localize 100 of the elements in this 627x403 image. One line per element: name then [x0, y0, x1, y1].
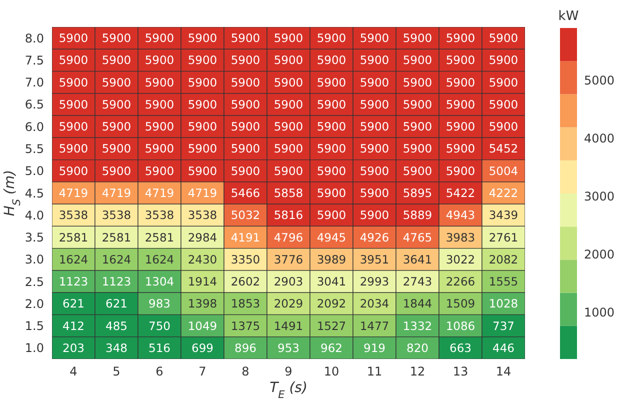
- color-bar-label: 5000: [584, 73, 615, 88]
- y-tick-label: 6.5: [24, 98, 44, 112]
- data-label: 3538: [188, 208, 218, 222]
- data-label: 1477: [360, 318, 390, 333]
- data-label: 1853: [230, 296, 260, 311]
- data-label: 1049: [188, 318, 218, 333]
- data-label: 5900: [58, 53, 88, 68]
- data-label: 5900: [488, 97, 518, 112]
- data-label: 5900: [360, 186, 390, 200]
- data-label: 5816: [274, 208, 304, 222]
- data-label: 5900: [274, 164, 304, 178]
- data-label: 5900: [144, 142, 174, 156]
- data-label: 699: [192, 340, 214, 355]
- data-label: 5900: [274, 120, 304, 134]
- data-label: 4796: [274, 230, 304, 244]
- data-label: 5900: [488, 75, 518, 90]
- data-label: 2430: [188, 252, 218, 266]
- data-label: 5900: [188, 31, 218, 46]
- data-label: 896: [234, 340, 256, 355]
- y-tick-label: 2.0: [24, 296, 44, 311]
- data-label: 5900: [316, 75, 346, 90]
- data-label: 3538: [102, 208, 132, 222]
- data-label: 5900: [316, 164, 346, 178]
- data-label: 3538: [144, 208, 174, 222]
- data-label: 4765: [402, 230, 432, 244]
- data-label: 5466: [230, 186, 260, 200]
- x-tick-label: 11: [366, 364, 382, 379]
- data-label: 2993: [360, 274, 390, 289]
- data-label: 2581: [102, 230, 132, 244]
- data-label: 5900: [360, 53, 390, 68]
- data-label: 5900: [58, 164, 88, 178]
- data-label: 5900: [274, 75, 304, 90]
- data-label: 5452: [488, 142, 518, 156]
- data-label: 5900: [58, 120, 88, 134]
- data-label: 5900: [360, 75, 390, 90]
- data-label: 5900: [316, 208, 346, 222]
- data-label: 5900: [446, 53, 476, 68]
- data-label: 3350: [230, 252, 260, 266]
- x-tick-label: 13: [452, 364, 468, 379]
- data-label: 2743: [402, 274, 432, 289]
- x-axis-title: T$_{E}$ (s): [270, 380, 308, 401]
- data-label: 5900: [230, 97, 260, 112]
- data-label: 5900: [144, 75, 174, 90]
- data-label: 5900: [144, 97, 174, 112]
- data-label: 5900: [144, 31, 174, 46]
- data-label: 5900: [102, 75, 132, 90]
- data-label: 2602: [230, 274, 260, 289]
- data-label: 5900: [316, 142, 346, 156]
- color-bar-title: kW: [558, 9, 579, 24]
- data-label: 5900: [402, 97, 432, 112]
- data-label: 5900: [274, 53, 304, 68]
- data-label: 5900: [402, 120, 432, 134]
- color-bar-label: 1000: [584, 306, 615, 320]
- data-label: 5900: [316, 53, 346, 68]
- data-label: 2581: [58, 230, 88, 244]
- data-label: 5900: [102, 120, 132, 134]
- y-tick-label: 1.0: [24, 341, 44, 356]
- y-tick-label: 2.5: [24, 274, 44, 289]
- data-label: 5900: [446, 120, 476, 134]
- color-bar-label: 2000: [584, 248, 615, 262]
- data-label: 5900: [360, 120, 390, 134]
- data-label: 1123: [58, 274, 88, 289]
- data-label: 1555: [488, 274, 518, 289]
- data-label: 5900: [102, 164, 132, 178]
- data-label: 1398: [188, 296, 218, 311]
- data-label: 5900: [58, 97, 88, 112]
- data-label: 3439: [488, 208, 518, 222]
- x-tick-label: 14: [496, 364, 512, 379]
- data-label: 820: [406, 340, 428, 355]
- data-label: 5004: [488, 164, 518, 178]
- data-label: 1123: [102, 274, 132, 289]
- data-label: 750: [148, 318, 170, 333]
- y-tick-label: 7.0: [24, 76, 44, 90]
- data-label: 2082: [488, 252, 518, 266]
- data-label: 5900: [446, 75, 476, 90]
- data-label: 5900: [230, 75, 260, 90]
- data-label: 1624: [58, 252, 88, 266]
- data-label: 5900: [230, 120, 260, 134]
- data-label: 3041: [316, 274, 346, 289]
- y-tick-label: 8.0: [24, 31, 44, 46]
- data-label: 621: [106, 296, 128, 311]
- data-label: 5900: [360, 142, 390, 156]
- data-label: 5900: [488, 120, 518, 134]
- x-tick-label: 5: [112, 364, 120, 379]
- data-label: 3022: [446, 252, 476, 266]
- data-label: 5422: [446, 186, 476, 200]
- data-label: 412: [62, 318, 84, 333]
- data-label: 2092: [316, 296, 346, 311]
- data-label: 5900: [360, 31, 390, 46]
- y-tick-label: 4.0: [24, 208, 44, 222]
- data-label: 516: [148, 340, 170, 355]
- data-label: 1624: [102, 252, 132, 266]
- data-label: 2029: [274, 296, 304, 311]
- color-bar-label: 3000: [584, 189, 615, 204]
- data-label: 5900: [188, 97, 218, 112]
- data-label: 1332: [402, 318, 432, 333]
- x-tick-label: 6: [156, 364, 164, 379]
- data-label: 5900: [102, 53, 132, 68]
- data-label: 5900: [316, 31, 346, 46]
- data-label: 5858: [274, 186, 304, 200]
